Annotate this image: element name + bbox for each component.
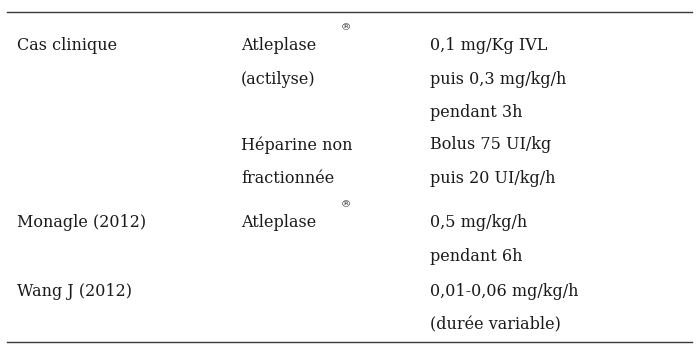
Text: 0,5 mg/kg/h: 0,5 mg/kg/h: [430, 214, 527, 231]
Text: 0,01-0,06 mg/kg/h: 0,01-0,06 mg/kg/h: [430, 283, 578, 300]
Text: Atleplase: Atleplase: [241, 214, 317, 231]
Text: Atleplase: Atleplase: [241, 37, 317, 54]
Text: (actilyse): (actilyse): [241, 71, 316, 88]
Text: puis 20 UI/kg/h: puis 20 UI/kg/h: [430, 170, 556, 187]
Text: ®: ®: [340, 201, 351, 210]
Text: puis 0,3 mg/kg/h: puis 0,3 mg/kg/h: [430, 71, 566, 88]
Text: Monagle (2012): Monagle (2012): [17, 214, 147, 231]
Text: 0,1 mg/Kg IVL: 0,1 mg/Kg IVL: [430, 37, 547, 54]
Text: pendant 3h: pendant 3h: [430, 104, 522, 121]
Text: Bolus 75 UI/kg: Bolus 75 UI/kg: [430, 136, 551, 153]
Text: Héparine non: Héparine non: [241, 136, 353, 154]
Text: (durée variable): (durée variable): [430, 317, 561, 334]
Text: pendant 6h: pendant 6h: [430, 248, 522, 265]
Text: ®: ®: [340, 24, 351, 33]
Text: Cas clinique: Cas clinique: [17, 37, 117, 54]
Text: Wang J (2012): Wang J (2012): [17, 283, 133, 300]
Text: fractionnée: fractionnée: [241, 170, 334, 187]
